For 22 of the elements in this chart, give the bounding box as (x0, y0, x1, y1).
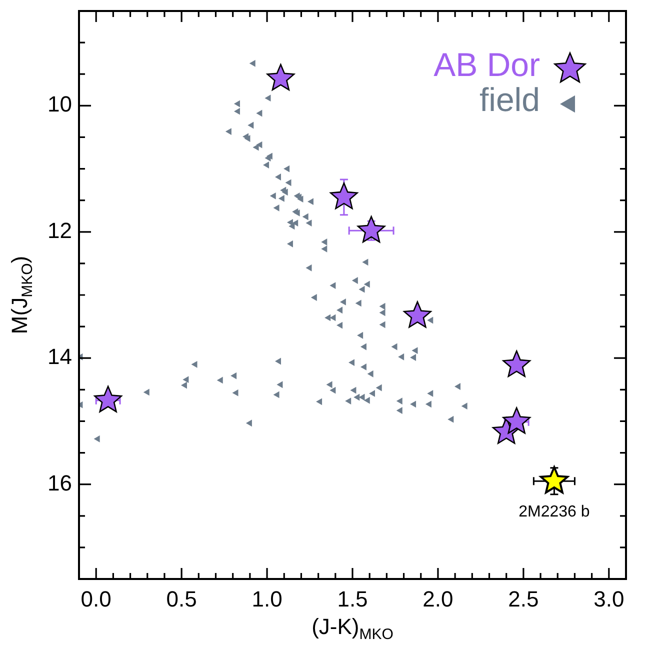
y-axis-title: M(JMKO) (7, 256, 36, 334)
point (94, 386, 122, 412)
x-tick-label: 2.0 (422, 586, 454, 612)
point (403, 301, 432, 328)
x-tick-label: 1.0 (252, 586, 282, 612)
point (266, 64, 295, 91)
point (540, 466, 569, 494)
annotation: 2M2236 b (518, 504, 590, 521)
x-tick-label: 1.5 (337, 586, 368, 612)
legend-label: AB Dor (434, 46, 540, 84)
x-tick-label: 0.5 (166, 586, 197, 612)
point (502, 350, 531, 378)
y-tick-label: 10 (48, 92, 72, 117)
y-tick-label: 14 (48, 344, 72, 370)
point (357, 216, 386, 243)
x-tick-label: 3.0 (594, 586, 624, 612)
x-tick-label: 0.0 (80, 586, 112, 612)
legend-label: field (479, 81, 540, 118)
y-tick-label: 12 (48, 218, 72, 243)
x-tick-label: 2.5 (508, 586, 539, 612)
point (330, 182, 358, 210)
y-tick-label: 16 (48, 470, 72, 496)
